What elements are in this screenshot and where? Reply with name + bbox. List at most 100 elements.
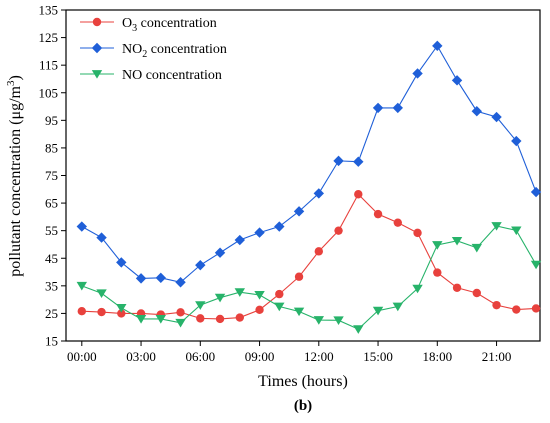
x-tick-label: 00:00	[67, 349, 97, 364]
data-point	[491, 222, 502, 231]
data-point	[254, 227, 265, 238]
data-point	[392, 302, 403, 312]
data-point	[255, 305, 264, 315]
data-point	[116, 257, 127, 268]
data-point	[155, 315, 166, 324]
y-tick-label: 135	[39, 3, 59, 18]
y-tick-label: 15	[45, 334, 58, 349]
y-tick-label: 25	[45, 306, 58, 321]
data-point	[511, 226, 522, 236]
data-point	[314, 247, 323, 256]
data-point	[293, 307, 305, 317]
data-point	[176, 308, 185, 317]
data-point	[471, 243, 482, 253]
y-tick-label: 35	[45, 278, 58, 293]
data-point	[196, 314, 205, 323]
legend-marker	[91, 42, 103, 54]
legend-marker	[91, 70, 103, 79]
data-point	[373, 209, 383, 219]
data-point	[471, 106, 482, 117]
data-point	[294, 272, 304, 281]
data-point	[392, 102, 403, 114]
series-1	[76, 40, 542, 288]
x-axis-title: Times (hours)	[258, 373, 348, 390]
x-tick-label: 15:00	[363, 349, 393, 364]
data-point	[313, 316, 324, 325]
data-point	[472, 288, 481, 298]
data-point	[354, 190, 363, 199]
legend-label-main: O	[122, 16, 132, 31]
y-tick-label: 105	[39, 85, 59, 100]
data-point	[353, 156, 364, 167]
data-point	[77, 307, 87, 316]
legend-label-main: NO concentration	[122, 68, 222, 83]
legend-label-main: NO	[122, 42, 142, 57]
data-point	[117, 309, 126, 318]
data-point	[274, 221, 285, 232]
data-point	[512, 305, 521, 314]
data-point	[412, 68, 423, 79]
data-point	[393, 218, 402, 227]
series-line	[81, 225, 537, 330]
data-point	[492, 300, 501, 310]
data-point	[451, 75, 463, 86]
data-point	[135, 315, 147, 324]
legend-label-rest: concentration	[147, 42, 227, 57]
y-axis-title: pollutant concentration (μg/m3)	[5, 75, 24, 277]
data-point	[530, 260, 542, 270]
data-point	[275, 289, 284, 299]
data-point	[412, 284, 423, 294]
axis-ticks: 15 25 35 45 55 65 75 85 95 105 115 125 135 00:00 03:00…	[39, 3, 512, 365]
data-point	[491, 111, 502, 123]
data-point	[76, 221, 87, 232]
y-tick-label: 75	[45, 168, 58, 183]
legend-item: NO2 concentration	[80, 42, 227, 60]
legend-item: O3 concentration	[80, 16, 217, 34]
x-tick-label: 09:00	[245, 349, 275, 364]
series-layer	[76, 40, 542, 334]
data-point	[214, 293, 226, 303]
data-point	[293, 206, 305, 217]
data-point	[511, 135, 522, 147]
series-2	[76, 222, 542, 334]
y-axis-title-main: pollutant concentration (μg/m	[7, 85, 24, 276]
data-point	[372, 102, 384, 114]
data-point	[531, 304, 541, 313]
y-tick-label: 115	[39, 58, 58, 73]
data-point	[433, 268, 442, 277]
data-point	[353, 325, 364, 334]
x-tick-label: 06:00	[185, 349, 215, 364]
data-point	[135, 273, 147, 284]
data-point	[334, 226, 343, 235]
data-point	[116, 304, 127, 313]
x-tick-label: 12:00	[304, 349, 334, 364]
data-point	[235, 313, 244, 322]
data-point	[313, 188, 324, 199]
data-point	[96, 232, 107, 243]
legend-marker	[92, 17, 102, 27]
panel-label: (b)	[294, 398, 312, 414]
legend-item: NO concentration	[80, 68, 222, 83]
data-point	[372, 306, 384, 316]
data-point	[214, 247, 226, 258]
y-tick-label: 85	[45, 140, 58, 155]
series-0	[77, 190, 541, 324]
data-point	[530, 186, 542, 198]
data-point	[333, 155, 344, 167]
data-point	[413, 228, 422, 238]
legend-label: O3 concentration	[122, 16, 217, 34]
y-tick-label: 65	[45, 196, 58, 211]
x-tick-label: 21:00	[482, 349, 512, 364]
data-point	[254, 291, 265, 300]
legend-label: NO concentration	[122, 68, 222, 83]
data-point	[234, 288, 245, 297]
data-point	[96, 289, 107, 298]
data-point	[274, 302, 285, 312]
legend-label: NO2 concentration	[122, 42, 227, 60]
y-tick-label: 125	[39, 30, 59, 45]
x-tick-label: 18:00	[422, 349, 452, 364]
data-point	[432, 241, 443, 250]
